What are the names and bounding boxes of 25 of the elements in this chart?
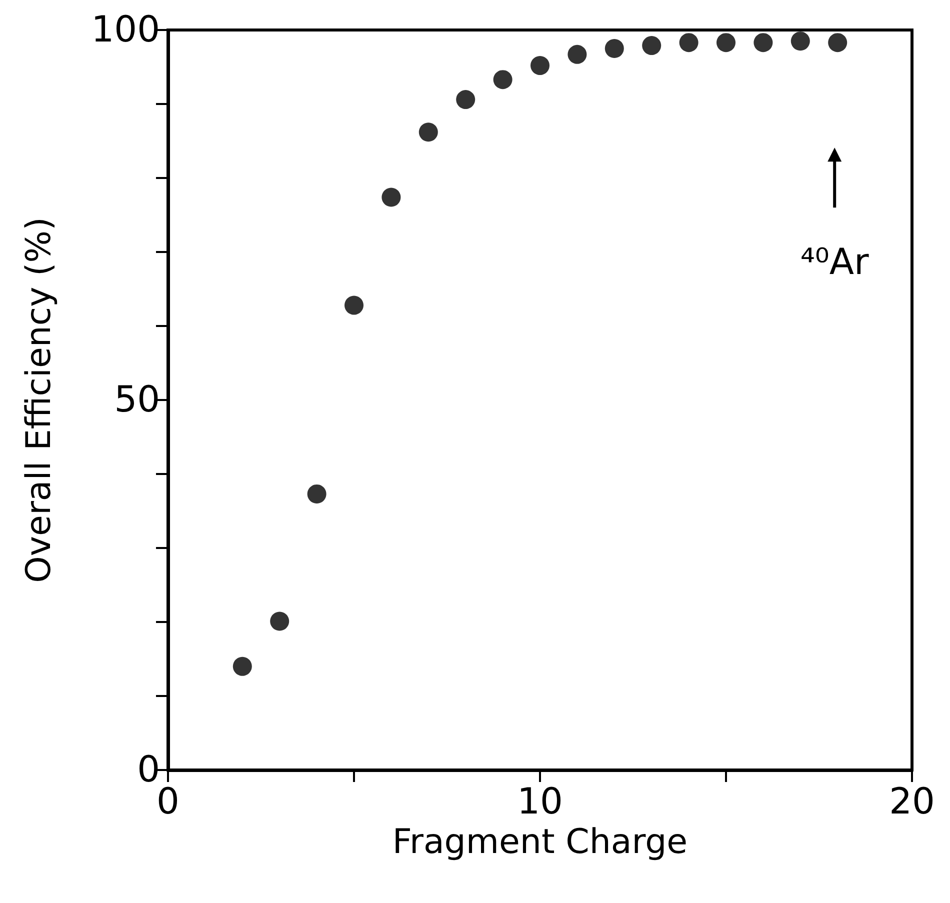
point — [456, 90, 476, 110]
point — [344, 296, 364, 315]
y-tick-label: 0 — [137, 750, 160, 790]
x-tick-label: 10 — [517, 782, 563, 822]
annotation: ⁴⁰Ar — [800, 242, 869, 284]
point — [270, 612, 290, 631]
point — [382, 188, 401, 207]
point — [493, 70, 512, 90]
point — [418, 122, 438, 142]
y-axis-title: Overall Efficiency (%) — [19, 217, 59, 583]
y-tick-label: 100 — [91, 10, 160, 50]
point — [754, 33, 773, 52]
point — [790, 32, 810, 51]
point — [307, 484, 326, 504]
point — [530, 56, 550, 76]
x-axis-title: Fragment Charge — [392, 822, 688, 862]
point — [568, 44, 587, 64]
point — [716, 33, 736, 52]
point — [604, 39, 624, 58]
y-tick-label: 50 — [114, 380, 160, 420]
x-tick-label: 20 — [889, 782, 935, 822]
point — [232, 656, 252, 676]
point — [828, 33, 848, 52]
point — [642, 36, 662, 56]
point — [679, 33, 698, 52]
